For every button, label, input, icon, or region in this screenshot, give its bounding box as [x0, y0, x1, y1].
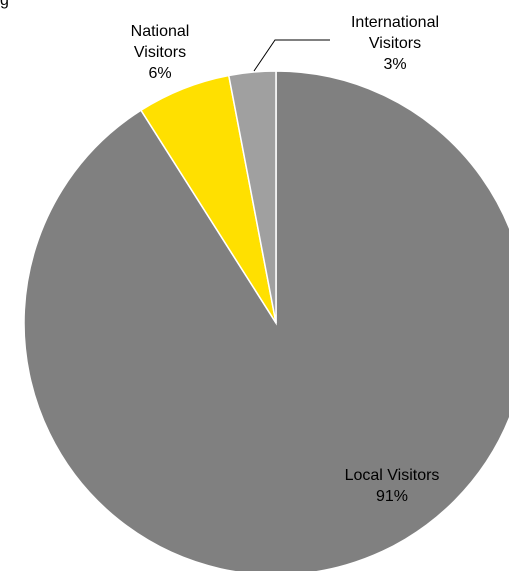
clipped-text: g — [0, 0, 9, 9]
slice-international-visitors — [227, 70, 277, 324]
label-local-visitors-line: 91% — [376, 488, 408, 505]
label-national-visitors: National Visitors 6% — [131, 23, 190, 82]
label-international-visitors-line: 3% — [383, 56, 406, 73]
label-international-visitors: International Visitors 3% — [351, 14, 439, 73]
label-national-visitors-line: National — [131, 23, 190, 40]
leader-lines — [253, 39, 330, 72]
label-national-visitors-line: 6% — [148, 65, 171, 82]
label-international-visitors-line: Visitors — [369, 35, 421, 52]
pie-slices — [23, 70, 509, 571]
label-international-visitors-line: International — [351, 14, 439, 31]
label-national-visitors-line: Visitors — [134, 44, 186, 61]
leader-line-international-visitors — [253, 39, 330, 72]
label-local-visitors: Local Visitors 91% — [345, 467, 440, 505]
label-local-visitors-line: Local Visitors — [345, 467, 440, 484]
slice-labels: Local Visitors 91% National Visitors 6% Inter… — [131, 14, 440, 505]
slice-local-visitors — [23, 70, 509, 571]
